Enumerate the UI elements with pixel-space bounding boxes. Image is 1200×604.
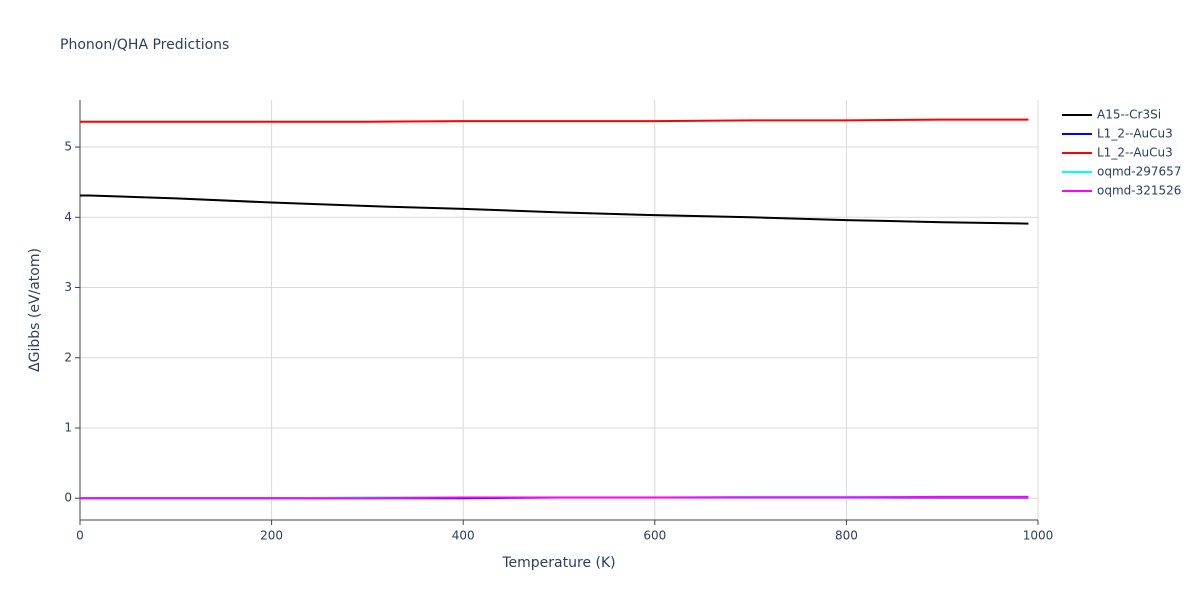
line (80, 495, 1029, 500)
x-tick-label: 400 (452, 529, 475, 543)
y-tick-label: 0 (64, 491, 72, 505)
y-tick-label: 3 (64, 280, 72, 294)
x-tick-label: 1000 (1023, 529, 1054, 543)
line (80, 118, 1029, 123)
legend-label: L1_2--AuCu3 (1097, 127, 1173, 141)
chart-title: Phonon/QHA Predictions (60, 37, 229, 53)
x-tick-label: 200 (260, 529, 283, 543)
y-axis-title: ΔGibbs (eV/atom) (27, 248, 43, 372)
y-tick-label: 1 (64, 420, 72, 434)
legend-label: oqmd-321526 (1097, 184, 1181, 198)
y-tick-label: 4 (64, 210, 72, 224)
legend-label: L1_2--AuCu3 (1097, 146, 1173, 160)
line (80, 194, 1029, 225)
y-tick-label: 5 (64, 140, 72, 154)
legend-label: oqmd-297657 (1097, 165, 1181, 179)
x-axis-title: Temperature (K) (501, 555, 615, 571)
x-tick-label: 800 (835, 529, 858, 543)
legend-label: A15--Cr3Si (1097, 108, 1161, 122)
x-tick-label: 0 (76, 529, 84, 543)
y-tick-label: 2 (64, 350, 72, 364)
x-tick-label: 600 (643, 529, 666, 543)
